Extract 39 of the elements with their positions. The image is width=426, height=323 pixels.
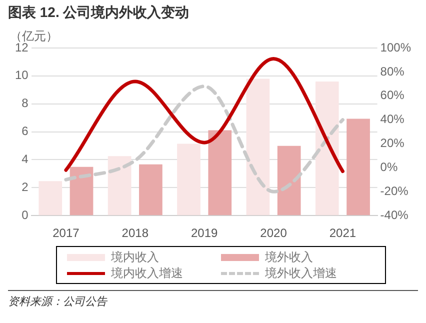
y-tick-label: 0	[22, 208, 29, 222]
chart-title: 图表 12. 公司境内外收入变动	[8, 4, 190, 22]
y2-tick-label: 60%	[380, 88, 405, 102]
y-tick-label: 8	[22, 96, 29, 110]
bar	[108, 156, 132, 216]
bar	[315, 82, 339, 216]
legend-label: 境内收入	[111, 248, 159, 266]
text: 资料来源：公司公告	[8, 294, 108, 309]
y2-tick-label: 100%	[380, 40, 412, 54]
line-series	[64, 84, 344, 194]
y-tick-label: 12	[14, 40, 29, 54]
x-tick-label: 2018	[122, 226, 149, 240]
y-axis-title: （亿元）	[10, 29, 58, 43]
legend-label: 境外收入	[265, 248, 313, 266]
bar	[246, 78, 270, 216]
y-tick-label: 10	[14, 68, 29, 82]
line-series	[64, 57, 344, 174]
legend-label: 境内收入增速	[111, 264, 183, 282]
y2-tick-label: 40%	[380, 112, 405, 126]
y-tick-label: 2	[22, 180, 29, 194]
y2-tick-label: 80%	[380, 64, 405, 78]
x-tick-label: 2019	[190, 226, 218, 240]
y-tick-label: 6	[22, 124, 29, 138]
bar	[70, 166, 94, 216]
y2-tick-label: -20%	[380, 184, 409, 198]
y2-tick-label: 0%	[380, 160, 398, 174]
bar	[139, 164, 162, 216]
bar	[38, 181, 62, 216]
legend-label: 境外收入增速	[265, 264, 337, 282]
bar	[177, 144, 200, 216]
bar	[208, 130, 232, 216]
y2-tick-label: 20%	[380, 136, 405, 150]
x-tick-label: 2017	[52, 226, 80, 240]
y-tick-label: 4	[22, 152, 29, 166]
x-tick-label: 2021	[329, 226, 356, 240]
y2-tick-label: -40%	[380, 208, 409, 222]
bar	[346, 118, 370, 216]
bar	[277, 146, 301, 216]
x-tick-label: 2020	[260, 226, 288, 240]
